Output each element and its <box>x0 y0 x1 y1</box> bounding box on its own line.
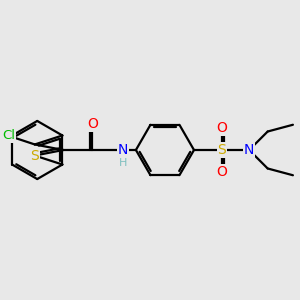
Text: O: O <box>216 121 227 135</box>
Text: N: N <box>118 143 128 157</box>
Text: S: S <box>30 148 39 163</box>
Text: N: N <box>244 143 254 157</box>
Text: O: O <box>216 165 227 179</box>
Text: Cl: Cl <box>2 129 15 142</box>
Text: O: O <box>87 117 98 131</box>
Text: H: H <box>118 158 127 168</box>
Text: S: S <box>217 143 226 157</box>
